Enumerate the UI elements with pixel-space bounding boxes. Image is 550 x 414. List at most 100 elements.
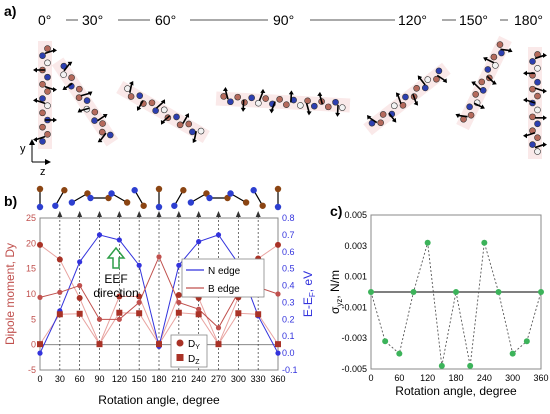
dy-point (275, 242, 281, 248)
angle-label-60: 60° (155, 12, 176, 28)
c-point (538, 289, 544, 295)
gridline-arrowhead (176, 211, 181, 217)
x-tick-label: 300 (231, 374, 246, 384)
b-edge-point (117, 317, 122, 322)
panel-a: a) 0° 30° 60° 90° 120° 150° 180° y z (4, 3, 547, 178)
n-edge-point (37, 351, 42, 356)
n-edge-point (117, 237, 122, 242)
c-point (467, 363, 473, 369)
dz-point (216, 341, 222, 347)
rotation-icon (131, 187, 146, 209)
panel-label-b: b) (4, 193, 17, 209)
y-left-tick-label: 25 (26, 213, 36, 223)
x-tick-label: 30 (55, 374, 65, 384)
gridline-arrowhead (256, 211, 261, 217)
dz-point (97, 341, 103, 347)
b-edge-point (37, 295, 42, 300)
dz-point (156, 341, 162, 347)
angle-label-180: 180° (514, 12, 543, 28)
c-point (411, 289, 417, 295)
ribbon-structure (114, 77, 213, 148)
legend-n-edge: N edge (208, 266, 241, 277)
n-edge-point (216, 232, 221, 237)
n-edge-point (275, 351, 280, 356)
dz-point (255, 311, 261, 317)
axis-glyph-y: y (20, 143, 26, 155)
n-edge-point (196, 239, 201, 244)
rotation-icon (37, 186, 43, 210)
c-series-line (371, 243, 541, 366)
y-left-tick-label: 20 (26, 238, 36, 248)
n-edge-point (137, 263, 142, 268)
rotation-icon (250, 187, 265, 209)
gridline-arrowhead (57, 211, 62, 217)
angle-label-30: 30° (82, 12, 103, 28)
b-edge-point (77, 283, 82, 288)
c-x-tick-label: 360 (533, 373, 548, 383)
dz-point (136, 310, 142, 316)
angle-label-90: 90° (273, 12, 294, 28)
angle-label-150: 150° (459, 12, 488, 28)
y-right-tick-label: 0.1 (282, 331, 295, 341)
n-edge-point (176, 263, 181, 268)
dy-point (57, 257, 63, 263)
angle-label-120: 120° (398, 12, 427, 28)
x-tick-label: 120 (112, 374, 127, 384)
c-y-tick-label: -0.005 (341, 364, 367, 374)
y-right-tick-label: 0.7 (282, 230, 295, 240)
gridline-arrowhead (117, 211, 122, 217)
rotation-icon (87, 195, 111, 201)
c-x-tick-label: 180 (448, 373, 463, 383)
ribbon-structure (48, 55, 123, 150)
eef-label: EEF (104, 272, 127, 286)
y-left-tick-label: 5 (31, 314, 36, 324)
c-y-tick-label: 0.001 (344, 272, 367, 282)
c-point (439, 363, 445, 369)
dz-point (176, 310, 182, 316)
b-edge-point (137, 300, 142, 305)
dz-point (275, 341, 281, 347)
y-right-tick-label: 0.2 (282, 314, 295, 324)
panel-b-ylabel-left: Dipole moment, Dy (3, 243, 17, 345)
panel-b-xlabel: Rotation angle, degree (98, 393, 220, 407)
angle-header: 0° 30° 60° 90° 120° 150° 180° (38, 12, 543, 28)
x-tick-label: 180 (151, 374, 166, 384)
x-tick-label: 270 (211, 374, 226, 384)
rotation-icons (37, 186, 281, 210)
y-left-tick-label: 15 (26, 264, 36, 274)
c-point (524, 338, 530, 344)
c-point (510, 351, 516, 357)
energy-legend: N edge B edge (182, 259, 264, 297)
panel-c-xlabel: Rotation angle, degree (395, 384, 517, 398)
x-tick-label: 0 (37, 374, 42, 384)
x-tick-label: 90 (94, 374, 104, 384)
b-edge-point (275, 291, 280, 296)
x-tick-label: 210 (171, 374, 186, 384)
y-left-tick-label: 0 (31, 340, 36, 350)
dy-point (176, 292, 182, 298)
ribbon-structure (215, 87, 350, 118)
panel-b-ylabel-right: E-EF, eV (301, 271, 317, 317)
rotation-icon (156, 186, 162, 210)
dy-point (77, 295, 83, 301)
n-edge-point (97, 232, 102, 237)
ribbon-structure (33, 41, 57, 149)
dipole-legend: DY DZ (171, 335, 207, 367)
c-y-tick-label: 0.005 (344, 210, 367, 220)
ribbon-structures (33, 34, 547, 159)
dz-point (196, 311, 202, 317)
y-right-tick-label: 0.4 (282, 281, 295, 291)
x-tick-label: 60 (75, 374, 85, 384)
ribbon-structure (452, 34, 517, 133)
dz-point (77, 311, 83, 317)
panel-c-ylabel: σyz, N/m (328, 270, 344, 314)
dz-point (235, 310, 241, 316)
c-y-tick-label: -0.001 (341, 302, 367, 312)
gridline-arrowhead (216, 211, 221, 217)
b-edge-point (196, 307, 201, 312)
